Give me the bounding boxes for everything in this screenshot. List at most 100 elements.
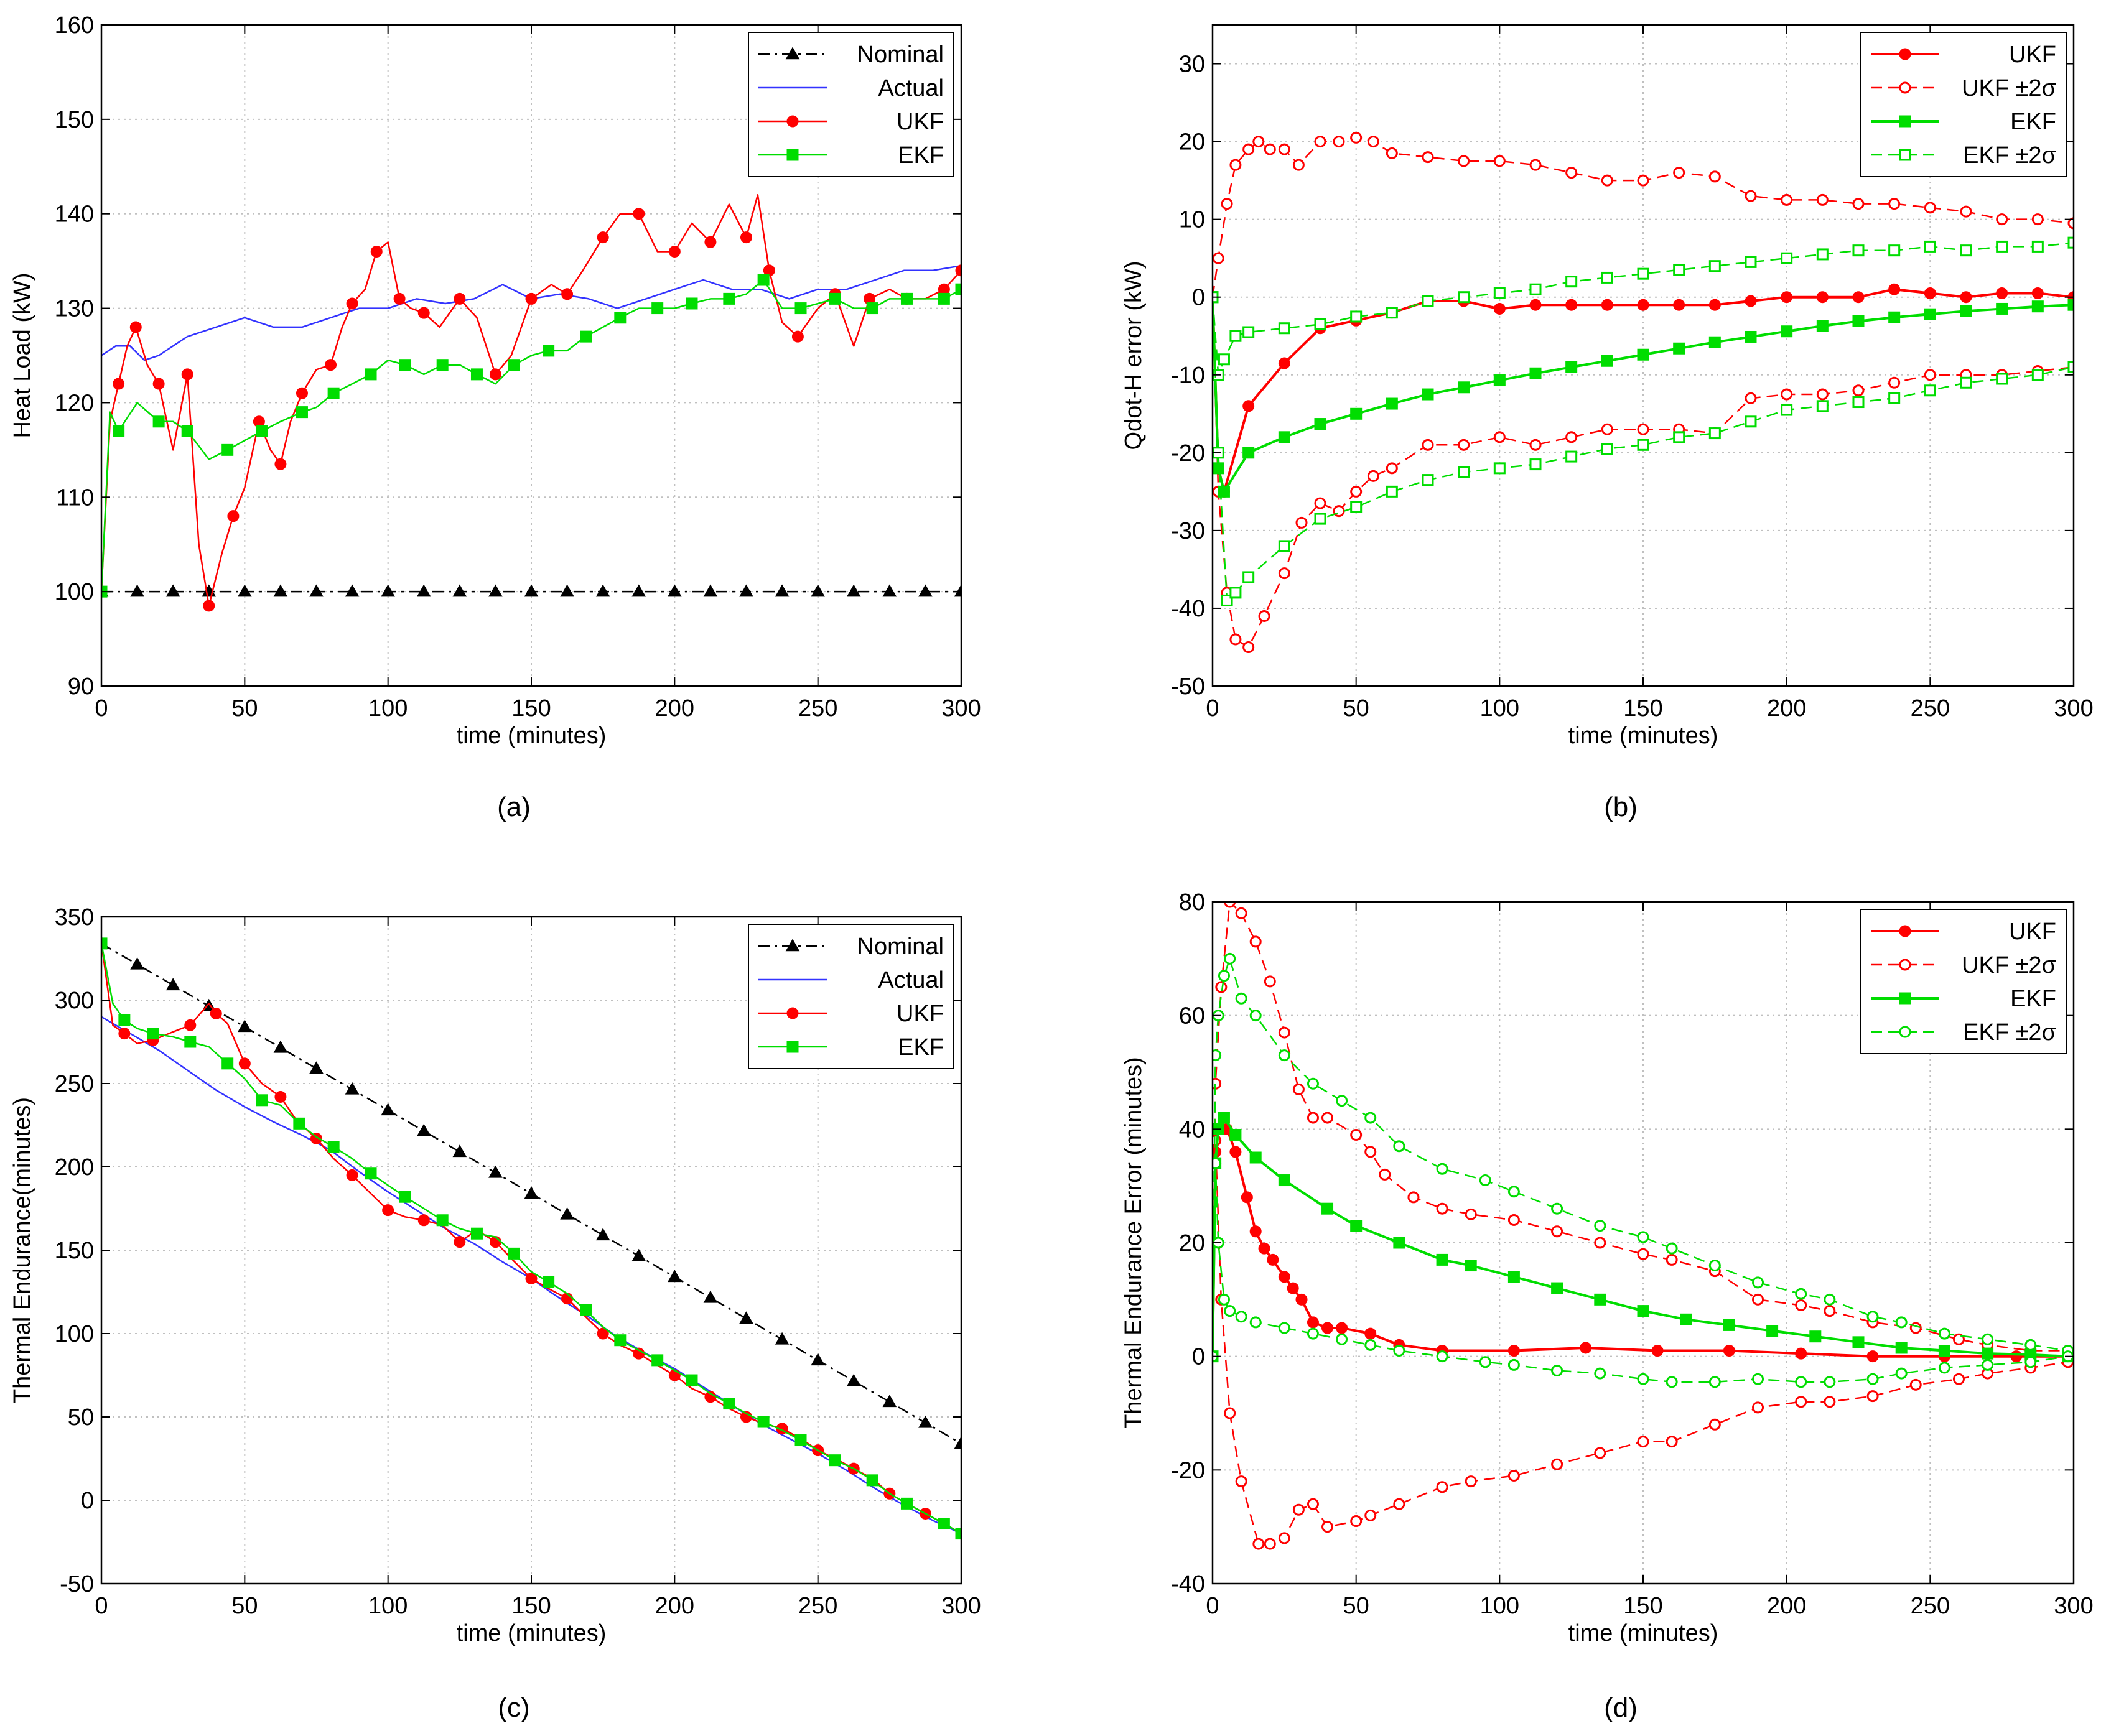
data-point [1888, 311, 1901, 323]
data-point [1314, 318, 1326, 330]
data-point [436, 1214, 449, 1227]
data-point [1960, 205, 1972, 218]
y-tick-label: 250 [55, 1071, 94, 1097]
legend-box [1860, 909, 2067, 1054]
data-point [1393, 1498, 1405, 1510]
data-point [1229, 159, 1242, 171]
x-axis-label: time (minutes) [1568, 1620, 1718, 1646]
data-point [1752, 1401, 1764, 1414]
data-point [1565, 431, 1578, 443]
data-point [763, 264, 775, 277]
legend-label: Actual [878, 75, 944, 101]
panel-caption: (d) [1604, 1692, 1638, 1723]
data-point [1637, 1436, 1649, 1448]
y-tick-label: -20 [1171, 440, 1205, 466]
data-point [1278, 567, 1290, 580]
data-point [1364, 1509, 1377, 1521]
data-point [1924, 384, 1936, 397]
data-point [1752, 1276, 1764, 1289]
data-point [488, 1165, 503, 1178]
data-point [560, 1207, 574, 1220]
data-point [1781, 325, 1793, 338]
data-point [309, 584, 324, 597]
data-point [918, 584, 933, 597]
legend-marker [1899, 48, 1911, 60]
data-point [1242, 400, 1255, 412]
data-point [273, 1040, 288, 1053]
data-point [1307, 1327, 1319, 1340]
data-point [273, 584, 288, 597]
y-tick-label: -50 [60, 1571, 94, 1597]
data-point [1594, 1447, 1606, 1459]
data-point [399, 359, 411, 371]
data-point [130, 584, 144, 597]
data-point [1465, 1475, 1477, 1488]
data-point [1745, 256, 1757, 268]
data-point [1242, 143, 1255, 155]
data-point [1795, 1299, 1807, 1311]
data-point [1278, 1049, 1290, 1062]
data-point [452, 584, 467, 597]
x-axis-label: time (minutes) [1568, 723, 1718, 749]
y-tick-label: 100 [55, 1321, 94, 1347]
x-tick-label: 250 [798, 1593, 837, 1619]
data-point [1866, 1390, 1879, 1403]
data-point [1278, 1026, 1290, 1039]
x-tick-label: 50 [231, 695, 258, 722]
data-point [1565, 167, 1578, 179]
data-point [1909, 1378, 1922, 1391]
x-tick-label: 200 [655, 1593, 694, 1619]
data-point [1745, 330, 1757, 343]
data-point [345, 584, 360, 597]
data-point [1350, 407, 1363, 420]
data-point [1493, 155, 1506, 167]
y-tick-label: 100 [55, 579, 94, 605]
data-point [1708, 1376, 1721, 1388]
data-point [1601, 271, 1613, 284]
data-point [221, 1057, 234, 1070]
series-line-ekf-2- [1213, 297, 2074, 601]
data-point [1824, 1293, 1836, 1306]
data-point [1364, 1146, 1377, 1158]
data-point [1422, 388, 1434, 401]
data-point [152, 378, 165, 390]
data-point [1258, 1242, 1270, 1255]
data-point [1393, 1237, 1405, 1249]
data-point [1637, 1305, 1649, 1317]
data-point [1350, 1220, 1363, 1232]
data-point [1745, 295, 1757, 307]
data-point [1422, 295, 1434, 307]
data-point [1996, 240, 2008, 253]
data-point [1333, 136, 1345, 148]
data-point [1393, 1140, 1405, 1153]
data-point [829, 292, 841, 305]
data-point [1229, 587, 1242, 599]
legend: Nominal Actual UKF EKF [748, 32, 954, 177]
data-point [1852, 198, 1865, 210]
data-point [864, 292, 876, 305]
data-point [1781, 388, 1793, 401]
data-point [2024, 1356, 2037, 1368]
data-point [1924, 240, 1936, 253]
data-point [1321, 1322, 1334, 1334]
data-point [1350, 1515, 1363, 1528]
legend-label: EKF [898, 142, 944, 169]
data-point [1551, 1202, 1563, 1215]
data-point [1952, 1333, 1965, 1345]
y-tick-label: 110 [56, 485, 94, 511]
data-point [561, 288, 574, 300]
series-group [101, 936, 961, 1540]
data-point [1229, 633, 1242, 646]
data-point [597, 1327, 609, 1340]
data-point [1507, 1469, 1520, 1482]
y-tick-label: 150 [55, 1238, 94, 1264]
data-point [811, 584, 825, 597]
data-point [489, 1236, 501, 1248]
data-point [1551, 1225, 1563, 1238]
data-point [1458, 439, 1470, 451]
data-point [1895, 1316, 1908, 1329]
y-tick-label: 350 [55, 904, 94, 931]
data-point [1436, 1202, 1448, 1215]
data-point [651, 1354, 664, 1367]
legend-label: UKF [897, 109, 944, 135]
